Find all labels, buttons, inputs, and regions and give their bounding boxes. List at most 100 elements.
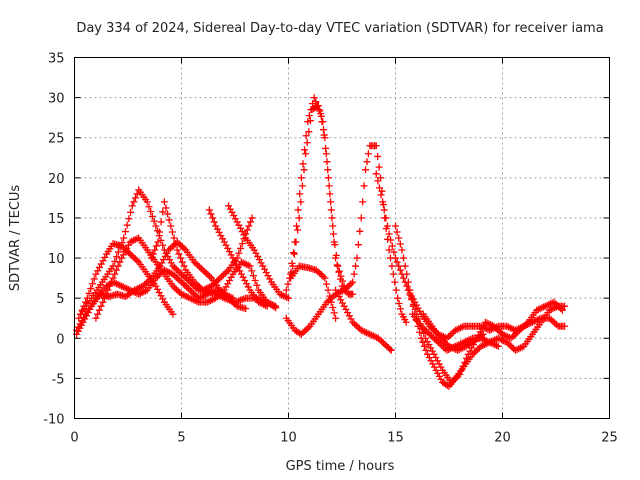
data-point [549,317,557,325]
data-point [151,246,159,254]
data-point [184,285,192,293]
data-point [350,270,358,278]
data-point [302,325,310,333]
data-point [392,254,399,262]
data-point [154,285,162,293]
data-point [236,267,244,275]
series-arc-13 [332,286,395,354]
data-point [239,273,247,281]
data-point [360,182,368,190]
data-point [114,248,122,256]
data-point [178,278,185,286]
data-point [88,280,96,288]
y-tick-label: 30 [48,92,65,107]
data-point [241,277,249,285]
data-point [219,235,227,243]
data-point [411,305,419,313]
data-point [509,333,517,341]
data-point [352,321,360,329]
x-tick-label: 0 [70,431,78,446]
data-point [235,221,243,229]
data-point [167,259,175,267]
data-point [338,299,346,307]
data-point [305,112,313,120]
data-point [395,262,403,270]
data-point [321,134,329,142]
data-point [472,347,480,355]
data-point [419,338,427,346]
grid-layer [74,57,610,419]
data-point [424,350,432,358]
data-point [389,270,397,278]
data-point [310,94,318,102]
data-point [406,291,414,299]
data-point [304,118,312,126]
y-tick-label: 10 [48,252,65,267]
data-point [205,206,213,214]
data-point [294,226,302,234]
data-point [253,281,261,289]
data-point [246,262,254,270]
points-layer [73,94,569,390]
data-point [148,212,156,220]
data-point [547,316,555,324]
y-tick-label: 20 [48,172,65,187]
data-point [329,304,337,312]
data-point [186,286,194,294]
data-point [147,208,155,216]
data-point [209,214,217,222]
y-tick-label: 0 [56,332,64,347]
data-point [150,217,158,225]
data-point [131,255,139,263]
data-point [197,264,205,272]
data-point [420,342,428,350]
data-point [233,218,241,226]
data-point [558,306,566,314]
data-point [159,295,167,303]
series-arc-12 [282,142,410,338]
data-point [337,296,345,304]
data-point [166,256,174,264]
data-point [106,282,114,290]
series-arc-2 [73,266,237,334]
data-point [375,163,383,171]
data-point [130,198,138,206]
x-tick-label: 15 [387,431,404,446]
data-point [479,330,487,338]
data-point [372,170,380,178]
series-arc-11 [287,262,340,322]
data-point [118,239,126,247]
data-point [237,270,245,278]
data-point [199,266,207,274]
data-point [374,152,382,160]
data-point [416,328,424,336]
data-point [395,234,403,242]
data-point [561,302,569,310]
data-point [237,224,245,232]
data-point [319,126,327,134]
data-point [266,275,274,283]
data-point [100,294,108,302]
data-point [352,262,360,270]
data-point [322,144,330,152]
data-point [430,350,438,358]
data-point [329,222,337,230]
series-arc-10 [287,94,348,290]
data-point [354,323,362,331]
data-point [380,339,388,347]
ticks-layer: -10 -5 0 5 10 15 20 25 30 35 0 5 10 15 20 25 [43,52,618,446]
data-point [403,270,411,278]
data-point [342,305,350,313]
data-point [334,262,342,270]
data-point [294,206,302,214]
data-point [329,230,337,238]
data-point [272,304,280,312]
data-point [160,198,168,206]
data-point [394,294,402,302]
data-point [109,274,117,282]
data-point [118,254,126,262]
data-point [384,235,392,243]
data-point [323,158,331,166]
data-point [546,314,554,322]
data-point [284,280,292,288]
